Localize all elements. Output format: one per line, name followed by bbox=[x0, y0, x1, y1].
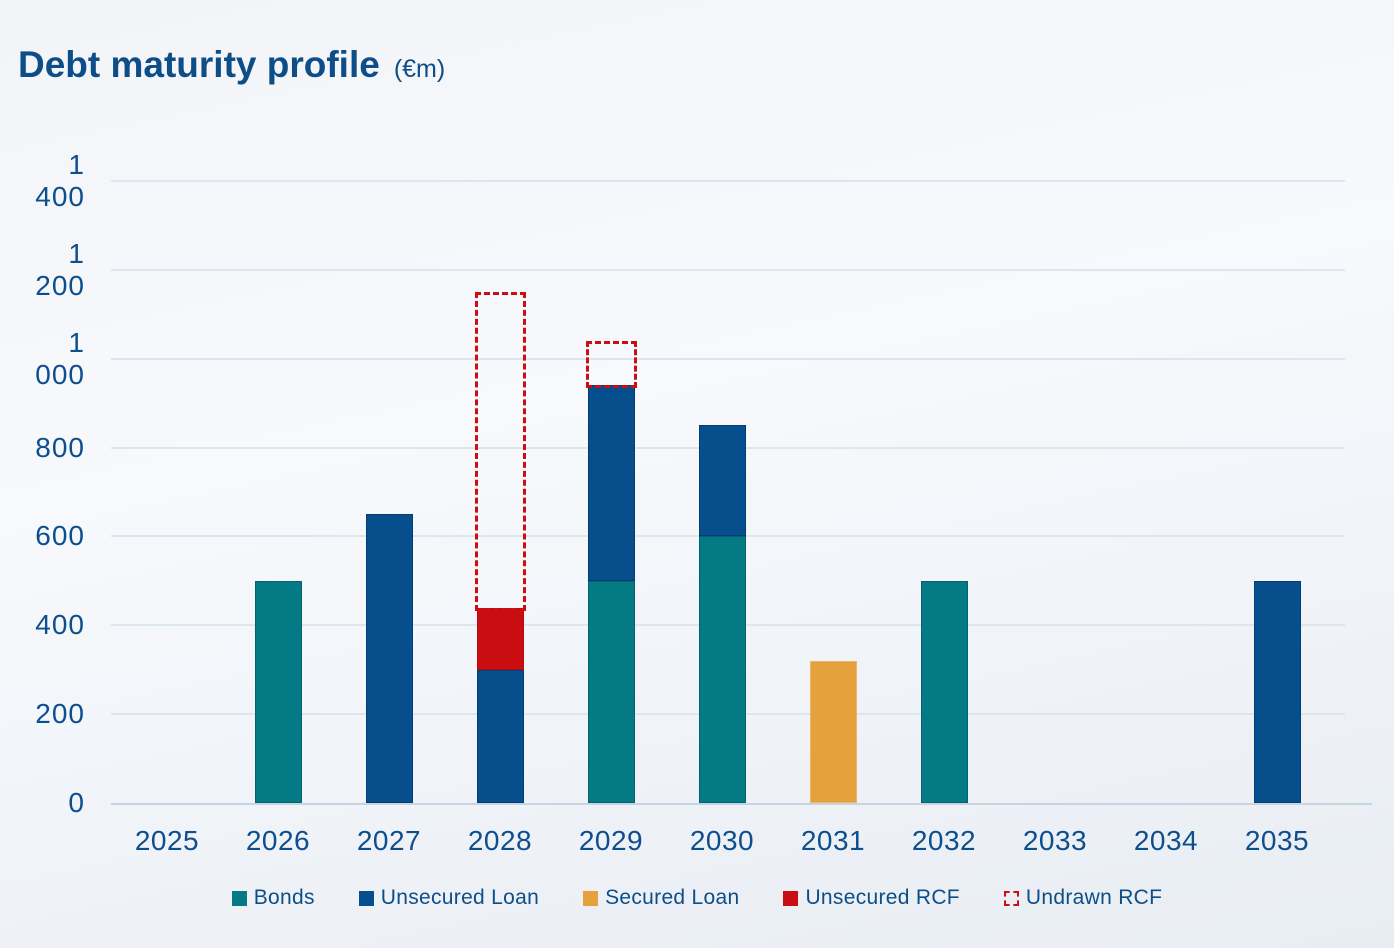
legend-label: Secured Loan bbox=[605, 886, 740, 909]
legend-item-undrawn-rcf: Undrawn RCF bbox=[1003, 886, 1163, 910]
legend-swatch-undrawn-rcf-icon bbox=[1003, 890, 1019, 906]
x-axis-line bbox=[111, 803, 1372, 805]
bar-segment-unsecured-loan-2035 bbox=[1253, 580, 1301, 803]
y-tick-label-600: 600 bbox=[35, 520, 85, 552]
x-tick-label-2032: 2032 bbox=[911, 825, 977, 856]
bar-segment-unsecured-loan-2028 bbox=[476, 669, 524, 803]
chart-legend: Bonds Unsecured Loan Secured Loan Unsecured… bbox=[0, 886, 1394, 910]
chart-title-unit: (€m) bbox=[393, 55, 446, 83]
legend-swatch-bonds-icon bbox=[231, 890, 247, 906]
x-tick-label-2031: 2031 bbox=[800, 825, 866, 856]
bar-segment-unsecured-loan-2030 bbox=[698, 425, 746, 537]
y-tick-label-0: 0 bbox=[68, 787, 85, 818]
legend-item-unsecured-rcf: Unsecured RCF bbox=[783, 886, 960, 910]
legend-item-secured-loan: Secured Loan bbox=[583, 886, 739, 910]
gridline-1400 bbox=[111, 180, 1345, 182]
chart-title: Debt maturity profile (€m) bbox=[18, 44, 445, 86]
bar-segment-undrawn-rcf-2029 bbox=[585, 340, 637, 389]
legend-swatch-unsecured-rcf-icon bbox=[783, 890, 799, 906]
gridline-1200 bbox=[111, 268, 1345, 271]
bar-segment-undrawn-rcf-2028 bbox=[474, 292, 526, 611]
y-tick-label-1400: 1 400 bbox=[35, 149, 85, 212]
legend-item-unsecured-loan: Unsecured Loan bbox=[358, 886, 540, 910]
x-tick-label-2035: 2035 bbox=[1244, 825, 1310, 856]
y-tick-label-400: 400 bbox=[35, 609, 85, 641]
bar-segment-bonds-2029 bbox=[587, 580, 635, 803]
x-tick-label-2034: 2034 bbox=[1133, 825, 1199, 856]
legend-label: Bonds bbox=[253, 886, 315, 909]
bar-segment-bonds-2030 bbox=[698, 536, 746, 803]
legend-item-bonds: Bonds bbox=[231, 886, 315, 910]
x-tick-label-2025: 2025 bbox=[134, 825, 200, 856]
bar-segment-unsecured-loan-2027 bbox=[365, 514, 413, 803]
y-tick-label-1200: 1 200 bbox=[35, 237, 85, 301]
x-tick-label-2026: 2026 bbox=[245, 825, 311, 856]
bar-segment-bonds-2032 bbox=[920, 580, 968, 803]
bar-segment-bonds-2026 bbox=[254, 580, 302, 803]
gridline-1000 bbox=[111, 357, 1345, 360]
x-tick-label-2033: 2033 bbox=[1022, 825, 1088, 856]
bar-segment-unsecured-loan-2029 bbox=[587, 385, 635, 581]
x-tick-label-2027: 2027 bbox=[356, 825, 422, 856]
bar-segment-unsecured-rcf-2028 bbox=[476, 607, 524, 670]
legend-swatch-secured-loan-icon bbox=[583, 890, 599, 906]
y-tick-label-200: 200 bbox=[35, 698, 85, 730]
legend-label: Unsecured RCF bbox=[805, 886, 960, 909]
legend-label: Undrawn RCF bbox=[1025, 886, 1163, 909]
legend-swatch-unsecured-loan-icon bbox=[358, 890, 374, 906]
chart-title-text: Debt maturity profile bbox=[18, 44, 380, 85]
bar-segment-secured-loan-2031 bbox=[809, 660, 857, 803]
x-tick-label-2029: 2029 bbox=[578, 825, 644, 856]
x-tick-label-2028: 2028 bbox=[467, 825, 533, 856]
legend-label: Unsecured Loan bbox=[380, 886, 540, 909]
x-tick-label-2030: 2030 bbox=[689, 825, 755, 856]
y-tick-label-1000: 1 000 bbox=[35, 326, 85, 390]
y-tick-label-800: 800 bbox=[35, 431, 85, 463]
